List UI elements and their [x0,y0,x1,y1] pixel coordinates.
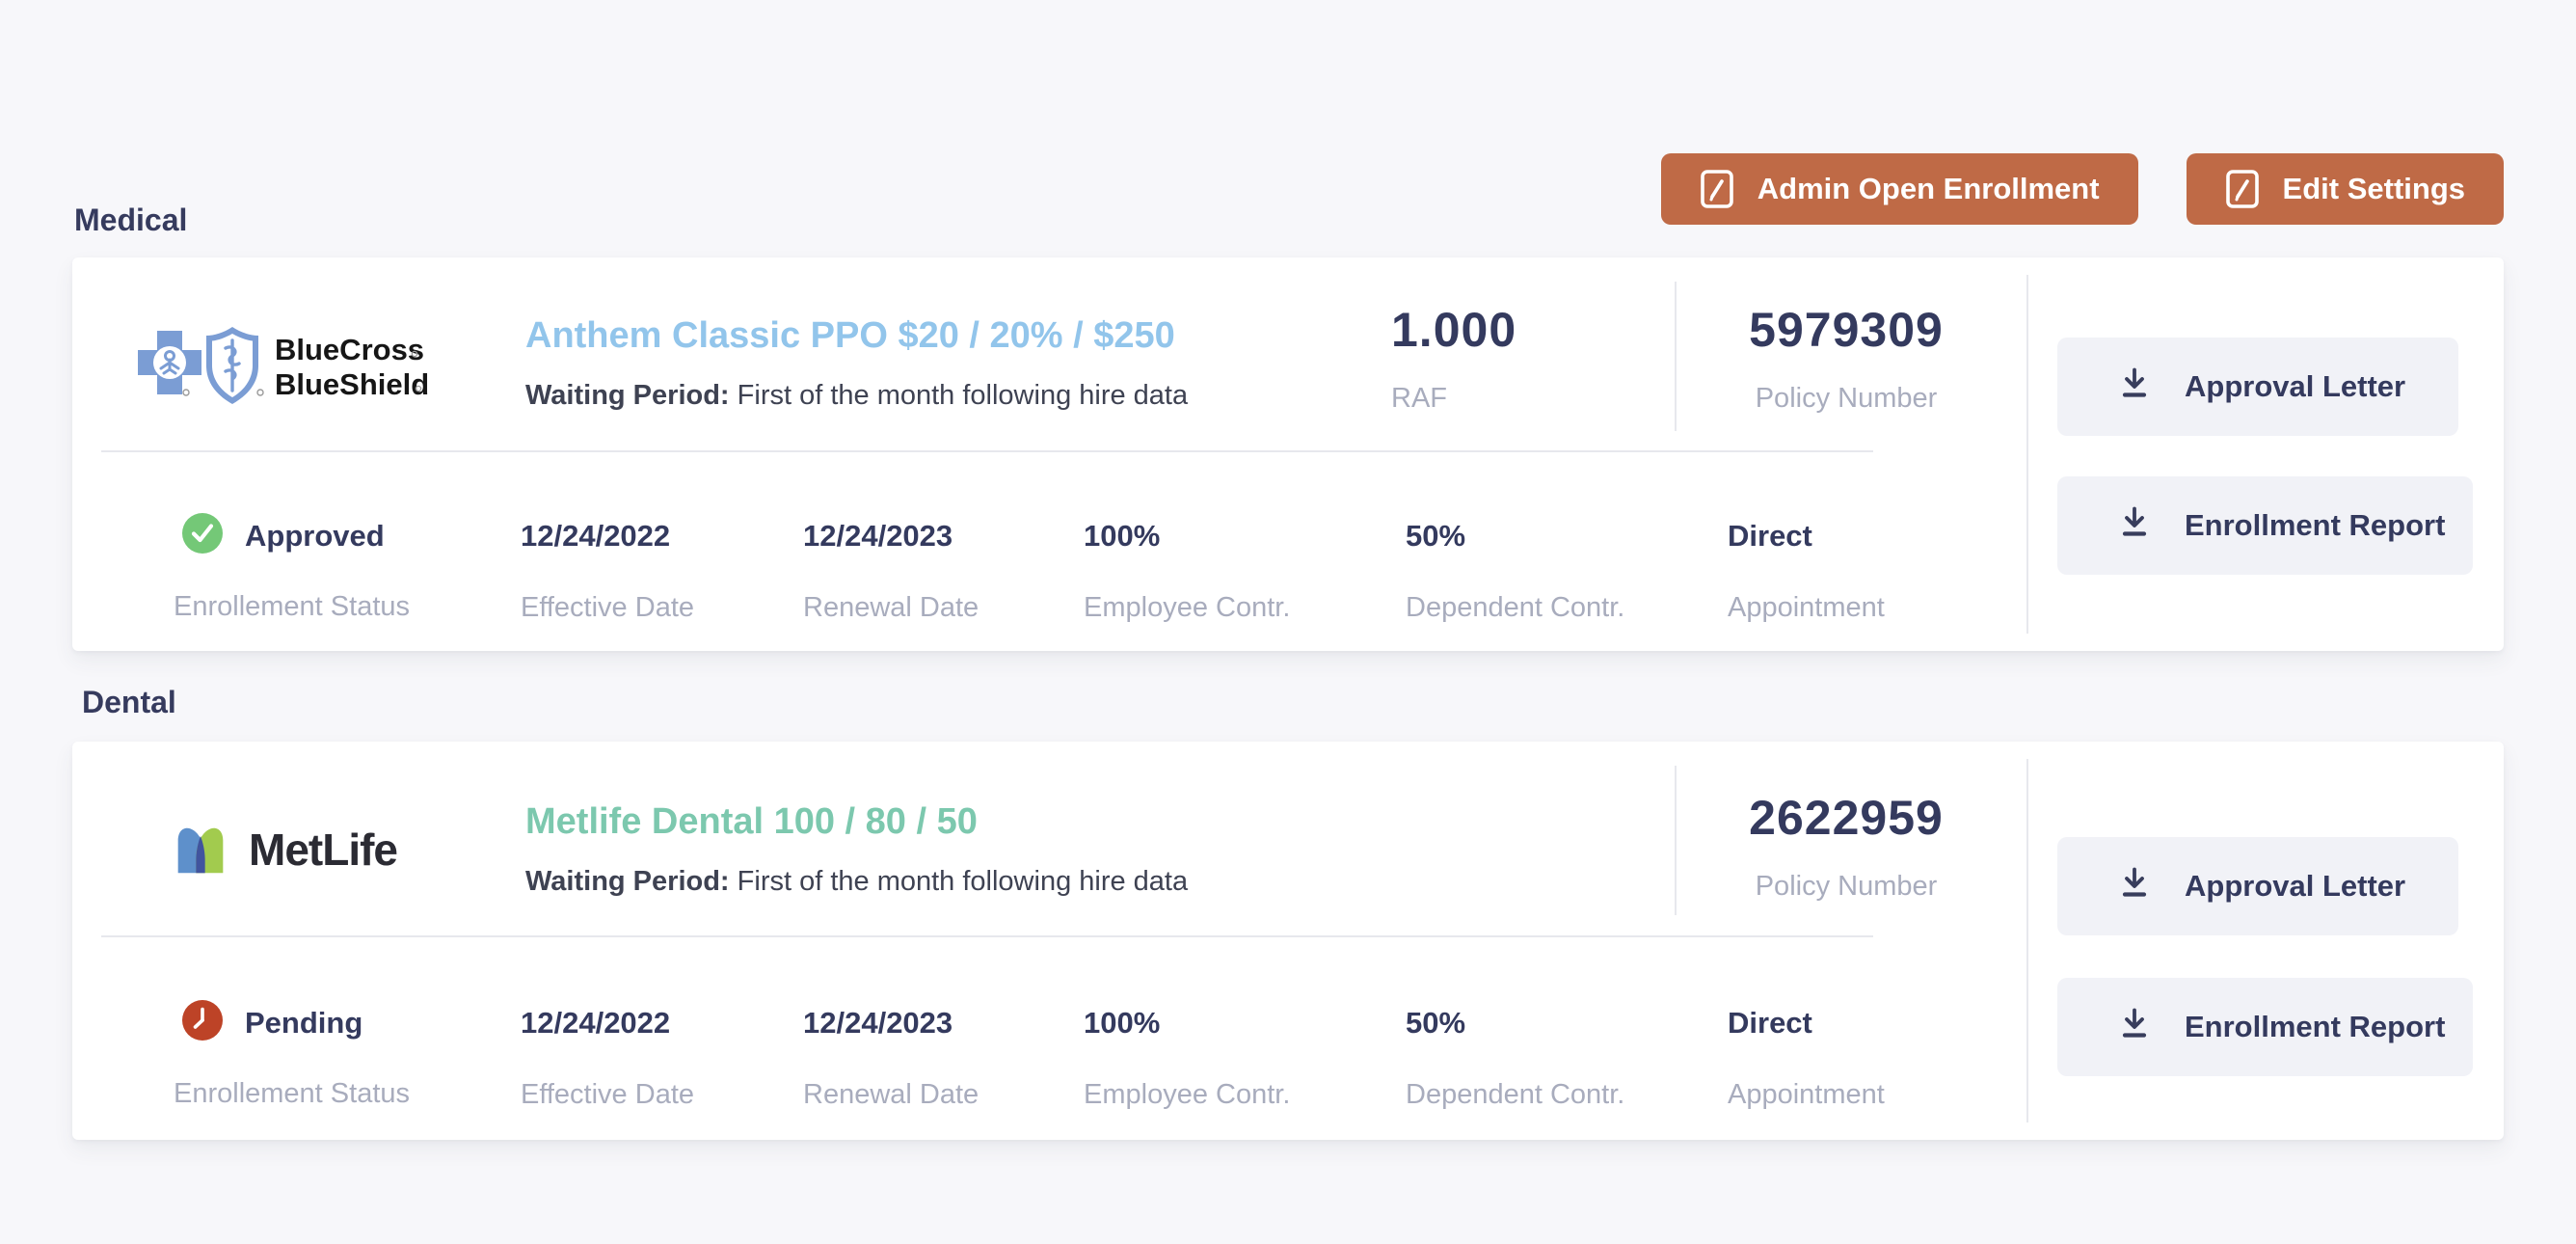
policy-number-label: Policy Number [1755,383,1938,414]
detail-label: Dependent Contr. [1406,1079,1625,1110]
enrollment-report-label: Enrollment Report [2185,1010,2446,1043]
bluecross-blueshield-logo: BlueCross BlueShield [132,319,431,413]
detail-renewal-date: 12/24/2023 Renewal Date [803,518,979,624]
detail-label: Renewal Date [803,592,979,623]
enrollment-report-button[interactable]: Enrollment Report [2057,978,2473,1076]
plan-info: Anthem Classic PPO $20 / 20% / $250 Wait… [525,315,1188,412]
detail-label: Employee Contr. [1084,592,1291,623]
section-heading-dental: Dental [82,685,176,719]
policy-number-block: 5979309 Policy Number [1711,302,1981,415]
detail-dependent-contr: 50% Dependent Contr. [1406,1005,1624,1111]
policy-number-value: 2622959 [1749,791,1944,845]
admin-open-enrollment-label: Admin Open Enrollment [1757,172,2100,205]
raf-value: 1.000 [1391,303,1517,357]
divider [1675,282,1677,431]
approval-letter-label: Approval Letter [2185,869,2406,903]
waiting-period: Waiting Period: First of the month follo… [525,380,1188,412]
metlife-symbol [177,827,224,874]
clock-circle-icon [181,999,224,1046]
policy-number-block: 2622959 Policy Number [1711,790,1981,903]
detail-value: 100% [1084,1006,1161,1040]
detail-renewal-date: 12/24/2023 Renewal Date [803,1005,979,1111]
section-heading-medical: Medical [74,203,188,237]
detail-value: 50% [1406,519,1466,553]
detail-value: Direct [1728,1006,1812,1040]
status-label: Enrollement Status [174,591,411,622]
edit-pencil-icon [1700,169,1734,209]
detail-employee-contr: 100% Employee Contr. [1084,1005,1290,1111]
enrollment-report-label: Enrollment Report [2185,508,2446,542]
detail-label: Appointment [1728,592,1885,623]
enrollment-status-block: Pending Enrollement Status [174,999,410,1110]
approval-letter-label: Approval Letter [2185,369,2406,403]
edit-settings-button[interactable]: Edit Settings [2186,153,2504,225]
plan-title-link[interactable]: Anthem Classic PPO $20 / 20% / $250 [525,315,1175,356]
divider [2026,275,2028,634]
divider [101,935,1873,937]
detail-value: 12/24/2023 [803,1006,953,1040]
detail-label: Employee Contr. [1084,1079,1291,1110]
waiting-period: Waiting Period: First of the month follo… [525,866,1188,898]
divider [101,450,1873,452]
detail-value: 12/24/2023 [803,519,953,553]
divider [2026,759,2028,1122]
detail-employee-contr: 100% Employee Contr. [1084,518,1290,624]
check-circle-icon [181,512,224,559]
dental-plan-card: MetLife Metlife Dental 100 / 80 / 50 Wai… [72,742,2504,1140]
detail-label: Effective Date [521,1079,695,1110]
detail-value: 12/24/2022 [521,1006,671,1040]
detail-value: 100% [1084,519,1161,553]
admin-open-enrollment-button[interactable]: Admin Open Enrollment [1660,153,2138,225]
detail-effective-date: 12/24/2022 Effective Date [521,1005,694,1111]
bcbs-wordmark-line1: BlueCross [275,333,424,366]
approval-letter-button[interactable]: Approval Letter [2057,837,2458,935]
waiting-period-label: Waiting Period: [525,866,730,897]
detail-label: Appointment [1728,1079,1885,1110]
download-icon [2117,365,2152,408]
medical-plan-card: BlueCross BlueShield Anthem Classic PPO … [72,257,2504,651]
plan-info: Metlife Dental 100 / 80 / 50 Waiting Per… [525,801,1188,898]
bcbs-wordmark-line2: BlueShield [275,367,429,401]
download-icon [2117,504,2152,547]
raf-label: RAF [1391,383,1447,414]
waiting-period-value: First of the month following hire data [737,866,1189,897]
edit-pencil-icon [2225,169,2260,209]
detail-value: Direct [1728,519,1812,553]
page-actions: Admin Open Enrollment Edit Settings [1660,153,2504,225]
status-label: Enrollement Status [174,1078,411,1109]
detail-dependent-contr: 50% Dependent Contr. [1406,518,1624,624]
download-icon [2117,1006,2152,1048]
status-value: Pending [245,1005,363,1040]
detail-label: Effective Date [521,592,695,623]
metlife-wordmark: MetLife [249,825,398,875]
waiting-period-label: Waiting Period: [525,380,730,411]
detail-label: Dependent Contr. [1406,592,1625,623]
divider [1675,766,1677,915]
approval-letter-button[interactable]: Approval Letter [2057,338,2458,436]
detail-effective-date: 12/24/2022 Effective Date [521,518,694,624]
edit-settings-label: Edit Settings [2282,172,2465,205]
policy-number-label: Policy Number [1755,871,1938,902]
raf-block: 1.000 RAF [1391,302,1516,415]
policy-number-value: 5979309 [1749,303,1944,357]
detail-appointment: Direct Appointment [1728,518,1885,624]
status-value: Approved [245,518,385,553]
detail-value: 50% [1406,1006,1466,1040]
waiting-period-value: First of the month following hire data [737,380,1189,411]
enrollment-report-button[interactable]: Enrollment Report [2057,476,2473,575]
metlife-logo: MetLife [174,823,398,877]
detail-label: Renewal Date [803,1079,979,1110]
detail-value: 12/24/2022 [521,519,671,553]
enrollment-status-block: Approved Enrollement Status [174,512,410,623]
download-icon [2117,865,2152,907]
plan-title-link[interactable]: Metlife Dental 100 / 80 / 50 [525,801,978,842]
detail-appointment: Direct Appointment [1728,1005,1885,1111]
